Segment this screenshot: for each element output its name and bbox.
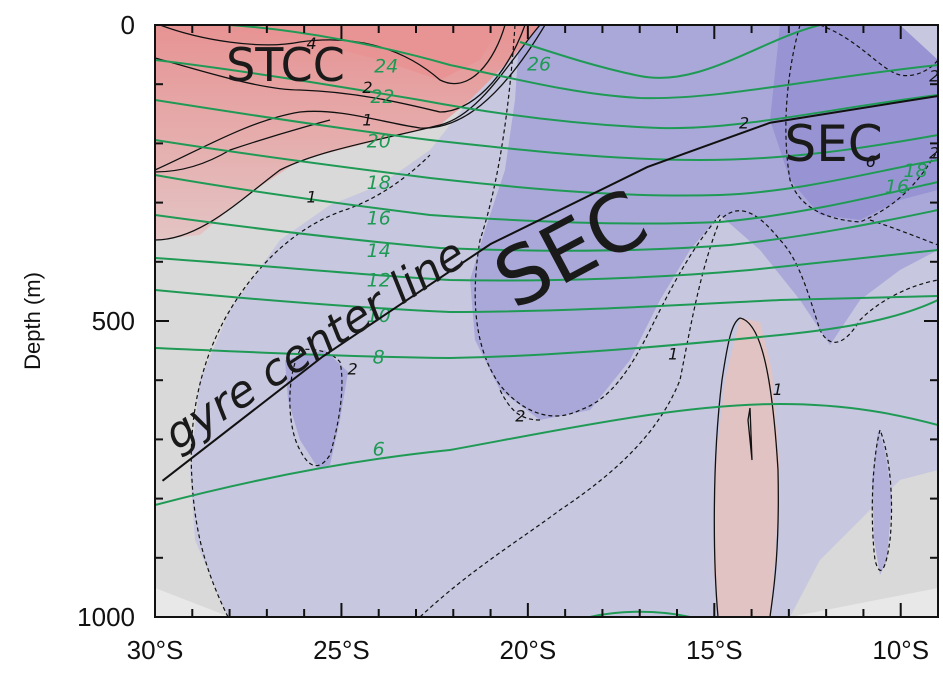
isotherm-label: 8 [373, 347, 385, 369]
velocity-contour-label: 2 [929, 143, 939, 162]
isotherm-24 [229, 25, 938, 100]
velocity-contour-minus1-lower [419, 210, 938, 617]
isotherm-label: 12 [367, 270, 391, 292]
velocity-contour-label: 2 [929, 66, 939, 85]
eastward-region-deep [713, 318, 780, 617]
y-tick-label: 0 [121, 10, 135, 40]
velocity-contour-label: 2 [348, 359, 358, 378]
gyre-center-line [161, 95, 939, 482]
velocity-contour-minus2-sec [474, 25, 721, 417]
isotherm-12 [155, 249, 938, 282]
x-tick-label: 20°S [500, 635, 557, 665]
velocity-contour-minus1-10s [871, 429, 893, 571]
velocity-contour-label: 2 [739, 114, 749, 133]
x-tick-label: 30°S [127, 635, 184, 665]
x-axis: 30°S 25°S 20°S 15°S 10°S [127, 25, 939, 665]
isotherm-label: 26 [527, 53, 551, 75]
velocity-contour-1 [155, 25, 546, 171]
isotherm-label: 22 [370, 86, 394, 108]
velocity-contour-label: 2 [515, 407, 525, 426]
y-tick-label: 500 [92, 306, 135, 336]
isotherm-16 [155, 174, 938, 225]
annotation-sec-north: SEC [784, 115, 882, 173]
x-tick-label: 15°S [686, 635, 743, 665]
isotherm-26 [519, 25, 821, 79]
velocity-contour-minus1-outer [190, 154, 431, 617]
isotherm-label: 16 [885, 176, 909, 198]
velocity-contour-2 [155, 25, 526, 113]
isotherm-22 [155, 59, 938, 130]
velocity-contour-eastward-bound [155, 119, 331, 173]
x-tick-label: 10°S [872, 635, 929, 665]
isotherm-label: 14 [367, 240, 391, 262]
isotherm-label: 24 [374, 55, 398, 77]
velocity-contour-minus2-north [785, 25, 938, 223]
isotherm-10 [155, 289, 938, 314]
isotherm-label: 6 [373, 438, 385, 460]
isotherm-label: 18 [904, 160, 928, 182]
isotherm-label: 20 [367, 130, 391, 152]
isotherm-18 [155, 139, 938, 197]
velocity-contour-minus2-top [819, 25, 938, 77]
isotherm-label: 10 [367, 305, 391, 327]
velocity-contour-label: 6 [866, 152, 876, 171]
isotherm-label: 16 [367, 207, 391, 229]
isotherm-20 [155, 99, 938, 162]
velocity-contour-minus2-25s [289, 348, 343, 467]
velocity-contour-label: 1 [307, 188, 317, 207]
annotation-stcc: STCC [226, 38, 345, 92]
isotherm-8 [155, 299, 938, 360]
filled-velocity-field [155, 25, 938, 617]
y-axis-title: Depth (m) [20, 272, 45, 370]
velocity-contours [155, 25, 779, 617]
velocity-contour-label: 4 [307, 34, 317, 53]
y-axis: 0 500 1000 [77, 10, 938, 632]
temperature-contours [155, 25, 938, 617]
x-tick-label: 25°S [313, 635, 370, 665]
velocity-contour-label: 1 [773, 380, 783, 399]
isotherm-label: 18 [367, 172, 391, 194]
velocity-contours-dashed [190, 25, 938, 617]
velocity-contour-1b [155, 25, 541, 241]
velocity-contour-label: 1 [668, 345, 678, 364]
isotherm-14 [155, 209, 938, 252]
isotherm-6 [155, 402, 938, 506]
eastward-region-stcc [155, 25, 540, 240]
y-tick-label: 1000 [77, 602, 135, 632]
velocity-contour-label: 1 [362, 111, 372, 130]
velocity-contour-deep-east [713, 317, 779, 617]
velocity-contour-label: 2 [362, 78, 372, 97]
